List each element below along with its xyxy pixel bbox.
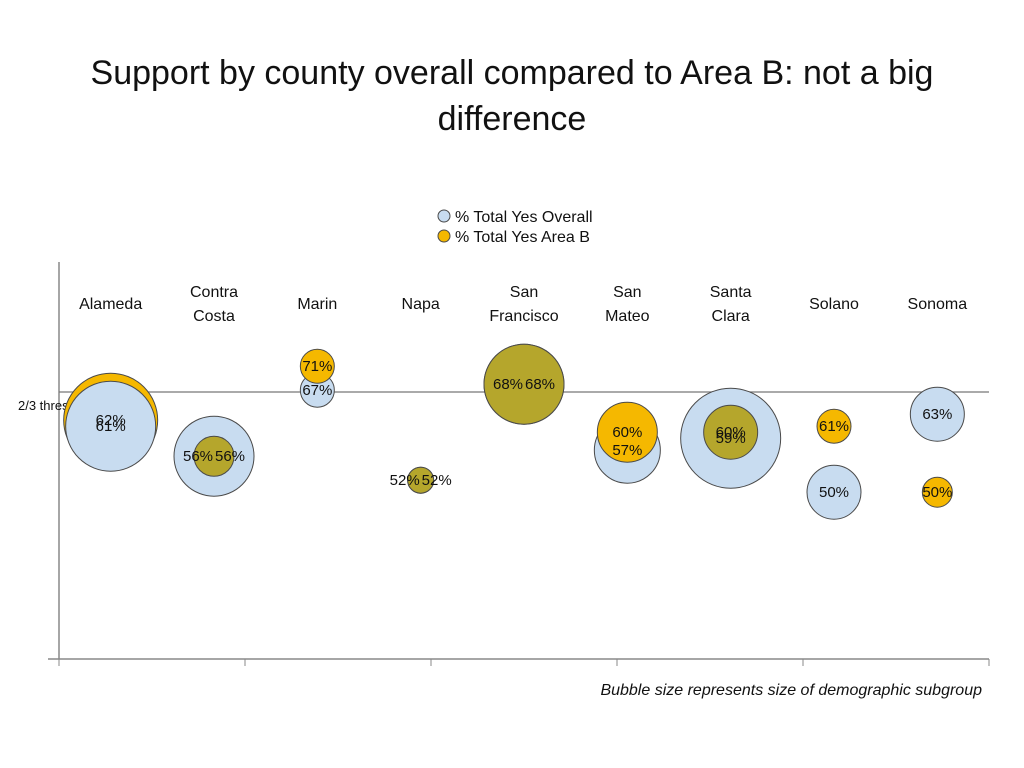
county-label: Napa [402,296,440,313]
label-area-b: 68% [493,376,523,393]
county-label: San Francisco [489,284,558,325]
label-area-b: 52% [390,472,420,489]
footnote: Bubble size represents size of demograph… [600,682,982,699]
county-label: San Mateo [605,284,650,325]
label-area-b: 60% [716,424,746,441]
label-overall: 68% [525,376,555,393]
label-overall: 56% [215,448,245,465]
legend-swatch-overall [437,209,451,223]
bubble-overall [806,464,862,520]
bubble-area-b [816,408,852,444]
county-label: Santa Clara [710,284,752,325]
bubble-area-b [193,435,235,477]
label-overall: 52% [422,472,452,489]
bubble-area-b [703,404,759,460]
label-overall: 59% [716,430,746,447]
bubble-overall [909,386,965,442]
legend-label: % Total Yes Overall [455,209,593,226]
label-area-b: 61% [819,418,849,435]
label-overall: 57% [612,442,642,459]
label-overall: 61% [96,418,126,435]
county-label: Contra Costa [190,284,238,325]
label-overall: 63% [922,406,952,423]
bubble-area-b [407,466,435,494]
label-area-b: 71% [302,358,332,375]
bubble-area-b [299,348,335,384]
legend-label: % Total Yes Area B [455,229,590,246]
county-label: Alameda [79,296,142,313]
county-label: Sonoma [908,296,968,313]
county-label: Solano [809,296,859,313]
bubble-area-b [921,476,953,508]
label-overall: 50% [819,484,849,501]
label-area-b: 56% [183,448,213,465]
label-area-b: 60% [612,424,642,441]
label-area-b: 62% [96,412,126,429]
bubble-overall [65,380,157,472]
chart-title: Support by county overall compared to Ar… [90,54,934,138]
legend-swatch-area-b [437,229,451,243]
bubble-area-b [596,401,658,463]
bubble-area-b [483,343,565,425]
county-label: Marin [297,296,337,313]
label-overall: 67% [302,382,332,399]
label-area-b: 50% [922,484,952,501]
